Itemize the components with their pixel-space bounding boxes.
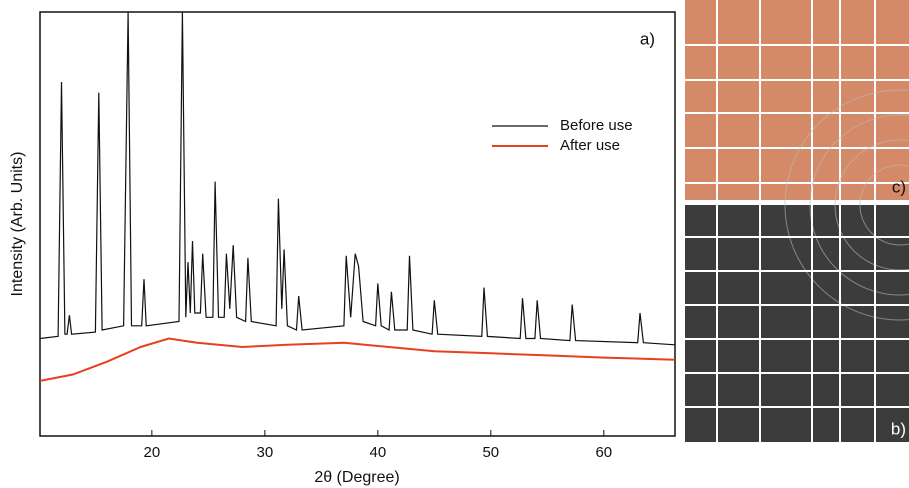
x-tick-label: 30 [257,444,274,461]
plot-lines [40,12,675,382]
legend-label: Before use [560,117,633,134]
photo-c [685,0,909,200]
x-tick-label: 40 [369,444,386,461]
annotation: b) [891,419,906,438]
series-line [40,337,675,382]
x-tick-label: 50 [482,444,499,461]
annotation: a) [640,29,655,48]
series-line [40,12,675,346]
annotation: c) [892,177,906,196]
plot-frame [39,11,676,437]
x-axis-label: 2θ (Degree) [314,469,399,486]
photo-b [685,89,909,442]
legend-label: After use [560,137,620,154]
x-tick-label: 60 [595,444,612,461]
y-axis-label: Intensity (Arb. Units) [9,152,26,297]
x-tick-label: 20 [144,444,161,461]
